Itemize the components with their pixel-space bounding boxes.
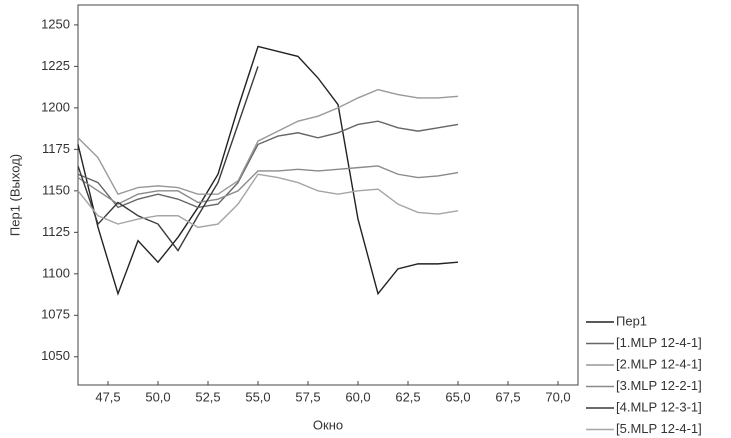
y-tick-label: 1075 (41, 307, 70, 322)
y-tick-label: 1250 (41, 16, 70, 31)
x-tick-label: 60,0 (345, 389, 370, 404)
x-tick-label: 70,0 (545, 389, 570, 404)
x-tick-label: 52,5 (195, 389, 220, 404)
y-tick-label: 1150 (42, 182, 70, 197)
x-axis-label: Окно (313, 417, 343, 432)
x-tick-label: 47,5 (95, 389, 120, 404)
legend-label: [1.MLP 12-4-1] (616, 335, 702, 350)
x-tick-label: 67,5 (495, 389, 520, 404)
x-tick-label: 55,0 (245, 389, 270, 404)
legend-label: [3.MLP 12-2-1] (616, 378, 702, 393)
x-tick-label: 65,0 (445, 389, 470, 404)
x-tick-label: 50,0 (145, 389, 170, 404)
y-tick-label: 1050 (41, 348, 70, 363)
legend-label: Пер1 (616, 313, 647, 328)
series-line (77, 165, 459, 205)
series-line (77, 45, 459, 296)
y-tick-label: 1175 (42, 141, 70, 156)
y-axis-label: Пер1 (Выход) (7, 154, 22, 236)
x-tick-label: 57,5 (295, 389, 320, 404)
legend-label: [4.MLP 12-3-1] (616, 399, 702, 414)
legend-label: [5.MLP 12-4-1] (616, 421, 702, 436)
y-tick-label: 1225 (41, 58, 70, 73)
x-tick-label: 62,5 (395, 389, 420, 404)
series-line (77, 66, 259, 252)
y-tick-label: 1125 (42, 224, 70, 239)
series-line (77, 173, 459, 229)
series-line (77, 88, 459, 196)
y-tick-label: 1100 (42, 265, 70, 280)
y-tick-label: 1200 (41, 99, 70, 114)
legend-label: [2.MLP 12-4-1] (616, 356, 702, 371)
plot-frame (77, 4, 579, 386)
series-line (77, 120, 459, 209)
